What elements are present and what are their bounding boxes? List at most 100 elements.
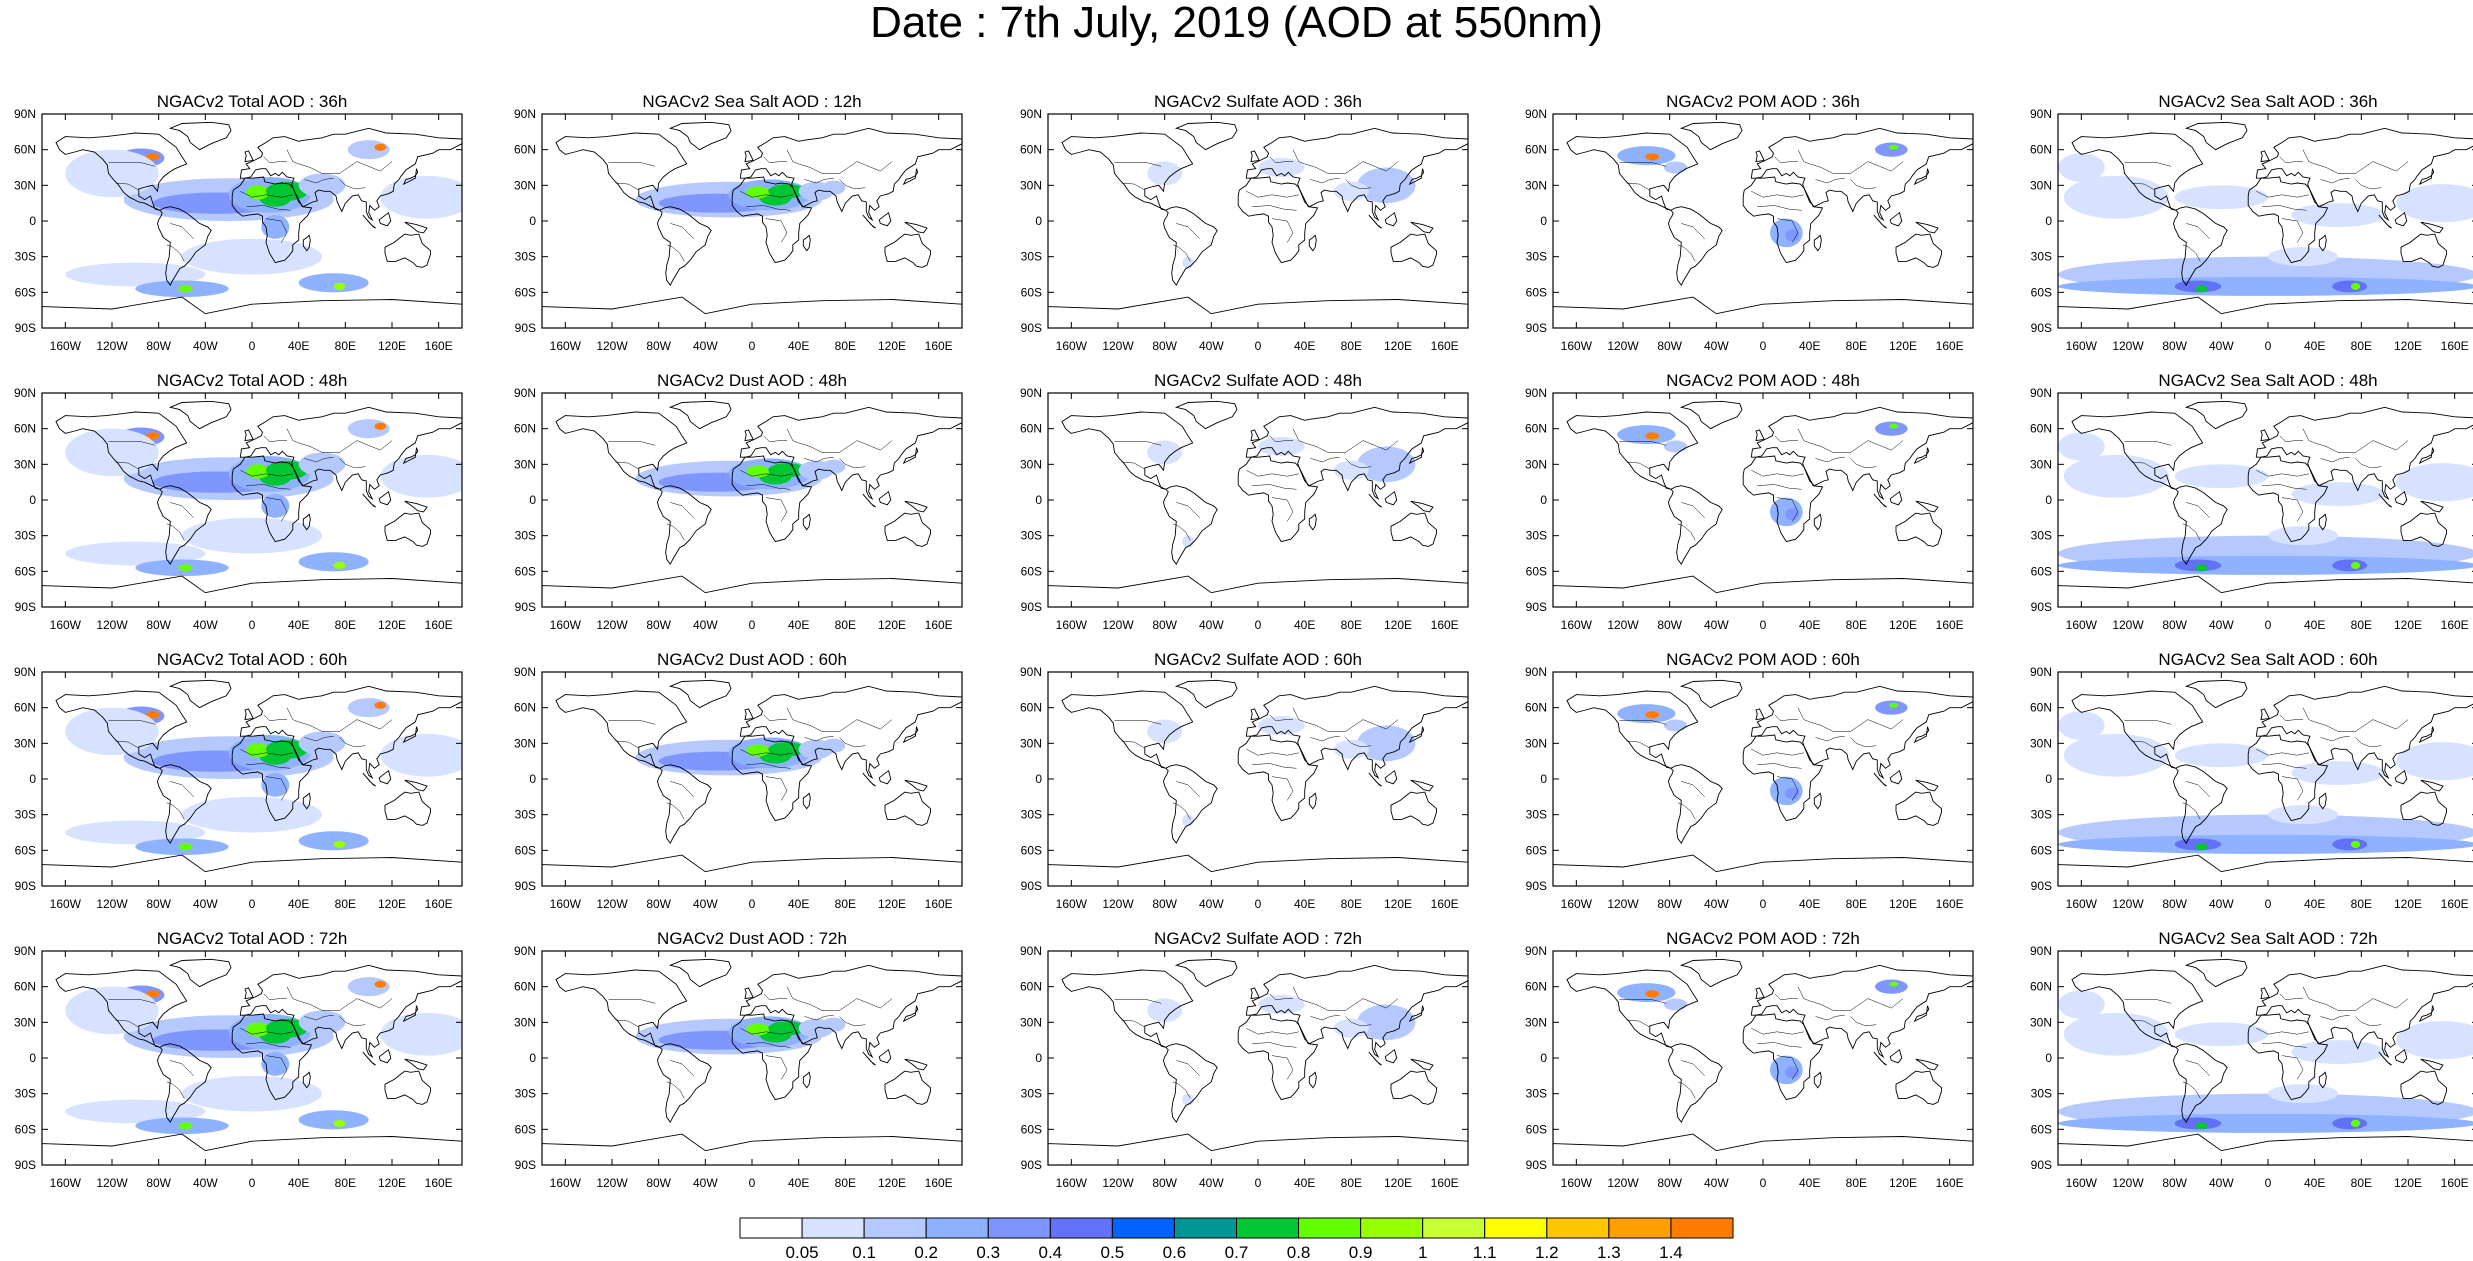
coastline bbox=[1061, 132, 1194, 211]
coastline bbox=[384, 1070, 431, 1105]
coastline bbox=[1750, 964, 1973, 1059]
aod-blob bbox=[333, 561, 346, 569]
lat-tick-label: 90N bbox=[2030, 944, 2052, 958]
lon-tick-label: 40W bbox=[2209, 618, 2234, 632]
lon-tick-label: 120W bbox=[2112, 897, 2144, 911]
coastline bbox=[2071, 411, 2204, 490]
lon-tick-label: 40W bbox=[693, 897, 718, 911]
lon-tick-label: 120W bbox=[596, 897, 628, 911]
aod-blob bbox=[1663, 161, 1688, 174]
coastline bbox=[1873, 1051, 1887, 1066]
country-border bbox=[1751, 749, 1804, 756]
country-border bbox=[1797, 986, 1822, 1005]
country-border bbox=[265, 497, 288, 522]
country-border bbox=[115, 740, 139, 749]
lon-tick-label: 160E bbox=[1936, 339, 1964, 353]
lat-tick-label: 60S bbox=[2031, 1122, 2052, 1136]
aod-blob bbox=[145, 153, 160, 161]
lat-tick-label: 90S bbox=[15, 1158, 36, 1172]
aod-field bbox=[1048, 958, 1468, 1165]
country-border bbox=[246, 1042, 291, 1048]
coastline bbox=[231, 455, 313, 543]
map-frame bbox=[1552, 392, 1974, 608]
panel-title: NGACv2 Sea Salt AOD : 36h bbox=[2158, 92, 2378, 111]
colorbar-box bbox=[987, 1217, 1051, 1239]
lon-tick-label: 80E bbox=[2351, 1176, 2372, 1190]
aod-map: 90N 60N 30N 0 30S 60S 90S 160W 120W 80W 40W 0 40E 80E… bbox=[1020, 386, 1469, 632]
lon-tick-label: 40E bbox=[2304, 1176, 2325, 1190]
coastline bbox=[1250, 708, 1260, 721]
coastline bbox=[55, 411, 188, 490]
country-border bbox=[1345, 179, 1372, 190]
lat-tick-label: 60S bbox=[1021, 285, 1042, 299]
lat-tick-label: 30S bbox=[15, 1087, 36, 1101]
country-border bbox=[2320, 1014, 2350, 1021]
lat-tick-label: 0 bbox=[1540, 1051, 1547, 1065]
coastline bbox=[362, 1051, 376, 1066]
aod-blob bbox=[822, 738, 846, 753]
country-border bbox=[2182, 1081, 2201, 1099]
country-border bbox=[265, 218, 288, 243]
lon-tick-label: 160W bbox=[1056, 339, 1088, 353]
coastline bbox=[902, 1005, 919, 1023]
aod-blob bbox=[1386, 1006, 1410, 1026]
aod-field bbox=[2058, 679, 2473, 886]
coastline bbox=[402, 1005, 419, 1023]
country-border bbox=[1172, 1081, 1191, 1099]
lon-tick-label: 80W bbox=[646, 897, 671, 911]
coastline bbox=[2378, 493, 2392, 508]
map-frame bbox=[1047, 113, 1469, 329]
aod-map: 90N 60N 30N 0 30S 60S 90S 160W 120W 80W 40W 0 40E 80E… bbox=[1525, 107, 1974, 353]
country-border bbox=[1316, 719, 1399, 732]
colorbar-label: 0.3 bbox=[976, 1243, 1000, 1261]
country-border bbox=[1850, 1016, 1877, 1027]
lon-tick-label: 80E bbox=[335, 897, 356, 911]
coastline bbox=[1408, 168, 1425, 186]
coastline bbox=[1750, 406, 1973, 501]
aod-blob bbox=[2058, 990, 2105, 1019]
map-frame bbox=[1552, 950, 1974, 1166]
lon-tick-label: 160E bbox=[2441, 339, 2469, 353]
country-border bbox=[339, 737, 366, 748]
aod-blob bbox=[1645, 153, 1660, 161]
country-border bbox=[608, 720, 656, 725]
lat-tick-label: 60S bbox=[15, 843, 36, 857]
map-panel-sulfate-36h: NGACv2 Sulfate AOD : 36h 90N 60N 30N 0 30S 60S… bbox=[1006, 92, 1506, 362]
coastline bbox=[1390, 512, 1437, 547]
panel-title: NGACv2 Sea Salt AOD : 72h bbox=[2158, 929, 2378, 948]
country-border bbox=[1316, 161, 1399, 174]
lat-tick-label: 60N bbox=[2030, 143, 2052, 157]
coastline bbox=[902, 726, 919, 744]
lat-tick-label: 60N bbox=[1525, 701, 1547, 715]
colorbar-label: 1.2 bbox=[1535, 1243, 1559, 1261]
country-border bbox=[740, 1028, 793, 1035]
country-border bbox=[2256, 470, 2309, 477]
coastline bbox=[402, 168, 419, 186]
lon-tick-label: 120E bbox=[878, 618, 906, 632]
coastline bbox=[1813, 513, 1822, 531]
aod-blob bbox=[65, 428, 159, 477]
lat-tick-label: 30S bbox=[15, 250, 36, 264]
coastline bbox=[555, 969, 688, 1048]
coastline bbox=[362, 214, 376, 229]
aod-blob bbox=[1182, 535, 1194, 548]
lon-tick-label: 80W bbox=[2162, 339, 2187, 353]
map-panel-dust-48h: NGACv2 Dust AOD : 48h 90N 60N 30N 0 30S 60S 90S… bbox=[500, 371, 1000, 641]
aod-field bbox=[542, 958, 962, 1165]
lat-tick-label: 30S bbox=[1526, 1087, 1547, 1101]
aod-blob bbox=[333, 840, 346, 848]
lon-tick-label: 0 bbox=[1760, 339, 1767, 353]
lon-tick-label: 80E bbox=[1341, 897, 1362, 911]
lat-tick-label: 0 bbox=[1035, 214, 1042, 228]
panel-title: NGACv2 POM AOD : 36h bbox=[1666, 92, 1860, 111]
lon-tick-label: 40E bbox=[1799, 1176, 1820, 1190]
aod-field bbox=[542, 400, 962, 607]
aod-map: 90N 60N 30N 0 30S 60S 90S 160W 120W 80W 40W 0 40E 80E… bbox=[1020, 944, 1469, 1190]
colorbar-box bbox=[1049, 1217, 1113, 1239]
aod-blob bbox=[1147, 440, 1183, 465]
colorbar-label: 0.5 bbox=[1101, 1243, 1125, 1261]
aod-blob bbox=[298, 1010, 346, 1035]
coastline bbox=[157, 764, 212, 845]
coastline bbox=[2173, 764, 2228, 845]
lat-tick-label: 0 bbox=[529, 493, 536, 507]
